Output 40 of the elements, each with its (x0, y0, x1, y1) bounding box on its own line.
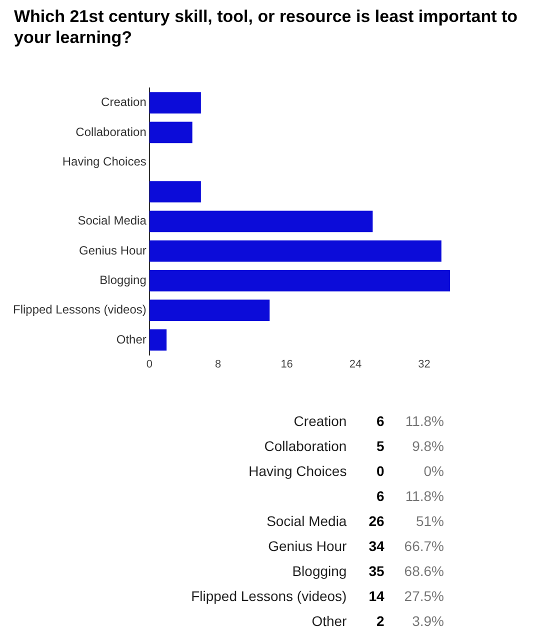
y-tick-label: Flipped Lessons (videos) (12, 302, 146, 317)
category-label: Flipped Lessons (videos) (191, 588, 347, 604)
text: 9.8% (411, 436, 445, 456)
text: 14 (368, 586, 386, 606)
text: 0 (376, 462, 386, 480)
category-label: Having Choices (248, 462, 347, 478)
text: 27.5% (403, 586, 445, 606)
text: 34 (368, 536, 386, 556)
category-label: Other (312, 612, 347, 628)
chart-title: Which 21st century skill, tool, or resource is least important to your learning? (13, 6, 519, 48)
text: 3.9% (411, 612, 445, 630)
x-tick-label: 0 (146, 358, 152, 370)
x-tick-label: 24 (349, 358, 362, 370)
text: 35 (368, 562, 386, 580)
text: 0% (422, 462, 445, 480)
text: 2 (376, 612, 386, 630)
category-label: Creation (294, 412, 347, 428)
y-tick-label: Genius Hour (79, 243, 146, 258)
text: 66.7% (403, 536, 445, 556)
x-tick-label: 8 (215, 358, 222, 370)
text: 68.6% (403, 562, 445, 580)
category-label: Social Media (266, 512, 347, 528)
category-label: Collaboration (264, 438, 347, 454)
y-tick-label: Collaboration (76, 124, 146, 139)
x-tick-label: 32 (418, 358, 430, 370)
y-tick-label: Social Media (78, 214, 147, 228)
text: 11.8% (404, 412, 445, 430)
category-label: Blogging (292, 562, 347, 578)
text: 11.8% (404, 486, 445, 506)
text: 6 (376, 486, 386, 506)
category-label: Genius Hour (268, 538, 347, 554)
text: 51% (414, 512, 445, 530)
text: 6 (376, 412, 386, 430)
y-tick-label: Creation (101, 95, 146, 110)
text: 26 (368, 512, 386, 530)
text: 5 (376, 436, 386, 456)
y-tick-label: Having Choices (62, 154, 146, 168)
x-tick-label: 16 (280, 358, 293, 370)
y-tick-label: Blogging (100, 273, 146, 287)
y-tick-label: Other (116, 332, 146, 346)
